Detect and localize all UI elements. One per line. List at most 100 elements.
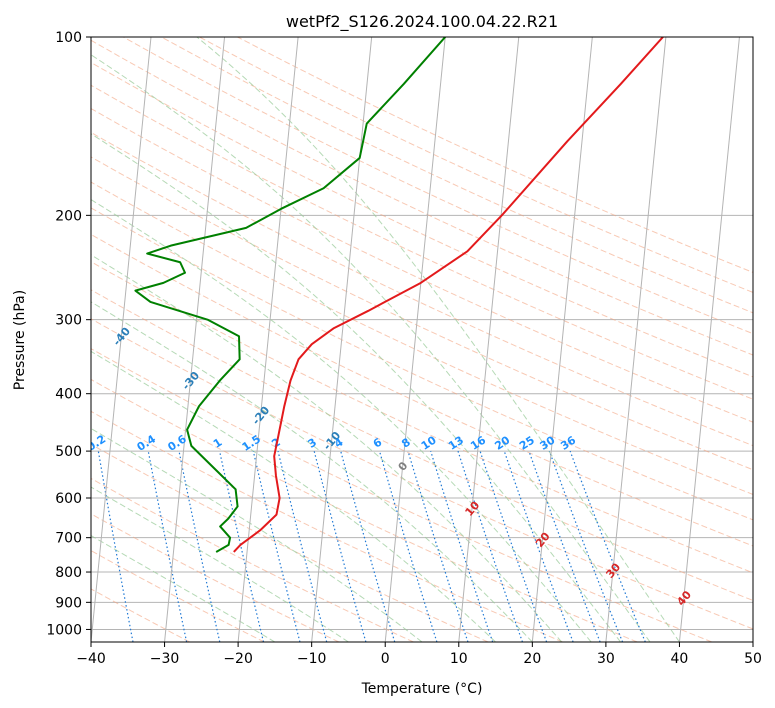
mixing-ratio-line	[479, 450, 548, 642]
isotherm-label: 40	[674, 588, 694, 608]
dry-adiabat-line	[91, 477, 414, 642]
isotherm-line	[237, 37, 299, 642]
mixing-ratio-line	[252, 450, 301, 642]
isotherm-line	[458, 37, 520, 642]
isotherm-label: 20	[533, 530, 553, 550]
dewpoint-profile-line	[134, 37, 446, 553]
dry-adiabat-line	[91, 233, 753, 547]
mixing-ratio-line	[569, 450, 646, 642]
dry-adiabat-line	[91, 318, 753, 630]
dry-adiabat-line	[199, 37, 753, 293]
isotherm-label: 30	[603, 560, 623, 580]
isotherm-label: -40	[110, 325, 133, 349]
mixing-ratio-label: 6	[371, 435, 385, 450]
y-tick-label: 1000	[46, 622, 82, 638]
dry-adiabat-line	[91, 61, 753, 378]
dry-adiabat-line	[91, 181, 753, 496]
isotherm-line	[752, 636, 753, 642]
mixing-ratio-label: 20	[492, 433, 512, 452]
isotherm-line	[531, 37, 593, 642]
mixing-ratio-line	[457, 450, 524, 642]
x-tick-label: 50	[744, 651, 762, 667]
isotherm-line	[164, 37, 226, 642]
y-tick-label: 800	[55, 565, 82, 581]
mixing-ratio-line	[313, 450, 367, 642]
mixing-ratio-line	[430, 450, 494, 642]
mixing-ratio-line	[147, 450, 188, 642]
mixing-ratio-label: 25	[517, 434, 537, 453]
mixing-ratio-line	[218, 450, 265, 642]
mixing-ratio-line	[378, 450, 438, 642]
x-tick-label: −40	[76, 651, 106, 667]
isotherm-line	[678, 37, 740, 642]
moist-adiabat-line	[91, 350, 496, 642]
mixing-ratio-line	[503, 450, 574, 642]
y-tick-label: 500	[55, 444, 82, 460]
isotherm-line	[605, 37, 667, 642]
dry-adiabat-line	[91, 261, 753, 574]
profile-series	[134, 37, 664, 553]
dry-adiabat-line	[91, 207, 753, 521]
moist-adiabat-line	[91, 427, 423, 642]
y-tick-label: 600	[55, 491, 82, 507]
mixing-ratio-line	[407, 450, 469, 642]
dry-adiabat-line	[91, 131, 753, 447]
isotherm-label: -30	[180, 369, 203, 393]
mixing-ratio-line	[528, 450, 601, 642]
x-tick-label: −20	[223, 651, 253, 667]
isotherm-line	[384, 37, 446, 642]
y-tick-label: 700	[55, 531, 82, 547]
dry-adiabat-line	[91, 289, 753, 602]
mixing-ratio-label: 10	[419, 433, 439, 452]
dry-adiabat-line	[91, 513, 340, 642]
plot-frame	[90, 36, 754, 643]
y-tick-label: 900	[55, 595, 82, 611]
y-tick-label: 200	[55, 208, 82, 224]
dry-adiabat-line	[123, 37, 753, 335]
mixing-ratio-line	[97, 450, 134, 642]
moist-adiabats	[91, 37, 680, 642]
dry-adiabat-line	[91, 348, 712, 642]
moist-adiabat-line	[91, 254, 563, 642]
mixing-ratio-lines	[97, 450, 646, 642]
x-tick-label: 30	[597, 651, 615, 667]
isobar-gridlines	[91, 37, 753, 630]
dry-adiabat-line	[91, 550, 265, 642]
y-axis-label: Pressure (hPa)	[12, 290, 28, 390]
mixing-ratio-label: 30	[538, 433, 558, 452]
x-tick-label: 0	[381, 651, 390, 667]
moist-adiabat-line	[91, 54, 651, 642]
dry-adiabat-line	[91, 84, 753, 400]
y-tick-label: 100	[55, 30, 82, 46]
dry-adiabat-line	[91, 443, 489, 642]
x-tick-label: −30	[150, 651, 180, 667]
temperature-profile-line	[233, 37, 664, 553]
plot-area: -100-90-80-70-60-50-40-30-20-10010203040…	[0, 37, 753, 642]
isotherm-line	[0, 37, 4, 642]
dry-adiabat-line	[91, 39, 753, 356]
isotherm-label: -50	[41, 286, 64, 310]
x-axis-ticks: −40 −30 −20 −10 0 10 20 30 40 50	[76, 642, 762, 667]
x-tick-label: 20	[523, 651, 541, 667]
mixing-ratio-line	[277, 450, 328, 642]
x-tick-label: 40	[671, 651, 689, 667]
mixing-ratio-label: 13	[446, 434, 466, 453]
isotherm-label: -20	[250, 404, 273, 428]
moist-adiabat-line	[91, 301, 533, 642]
isotherm-line	[311, 37, 373, 642]
y-axis-ticks: 100 200 300 400 500 600 700 800 900 1000	[46, 30, 91, 638]
mixing-ratio-line	[178, 450, 221, 642]
x-axis-label: Temperature (°C)	[361, 681, 483, 697]
y-tick-label: 400	[55, 387, 82, 403]
mixing-ratio-label: 16	[468, 433, 488, 452]
isotherm-line	[91, 37, 152, 642]
mixing-ratio-label: 36	[558, 433, 578, 452]
y-tick-label: 300	[55, 313, 82, 329]
mixing-ratio-label: 1	[211, 436, 225, 451]
mixing-ratio-line	[548, 450, 624, 642]
mixing-ratio-label: 8	[399, 436, 413, 451]
dry-adiabat-line	[91, 410, 563, 642]
isotherm-gridlines	[0, 37, 753, 642]
